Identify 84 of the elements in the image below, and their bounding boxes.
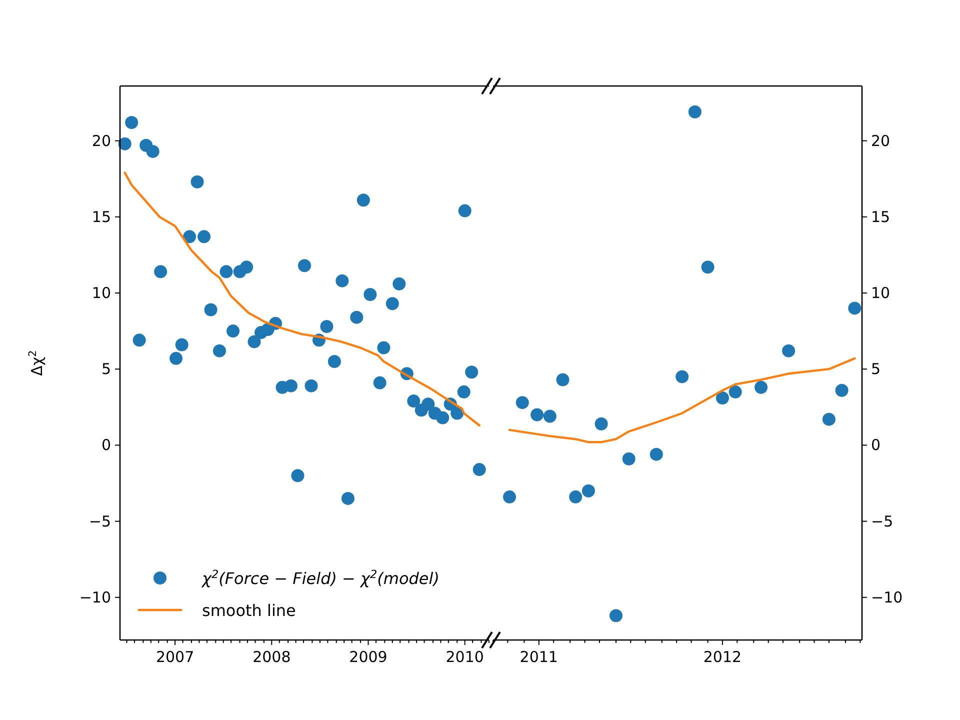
x-tick-label: 2012 xyxy=(703,648,742,666)
point xyxy=(132,334,146,347)
line-series xyxy=(508,357,856,444)
point xyxy=(457,385,470,398)
point xyxy=(676,370,689,384)
point xyxy=(610,609,622,622)
point xyxy=(386,297,399,310)
y2-tick-label: 20 xyxy=(871,132,890,150)
point xyxy=(701,260,714,274)
point xyxy=(392,277,406,290)
point xyxy=(146,144,160,158)
y2-tick-label: −5 xyxy=(871,512,894,530)
y-tick-label: −10 xyxy=(79,588,111,606)
y-tick-label: −5 xyxy=(88,512,111,530)
y2-tick-label: 10 xyxy=(871,284,890,302)
point xyxy=(328,354,341,368)
point xyxy=(341,492,354,505)
y-tick-label: 0 xyxy=(101,436,111,454)
point xyxy=(298,259,311,272)
point xyxy=(377,341,390,354)
y2-tick-label: −10 xyxy=(871,588,903,606)
point xyxy=(530,408,544,422)
legend-label: smooth line xyxy=(202,601,296,620)
point xyxy=(118,137,132,150)
point xyxy=(291,469,304,482)
point xyxy=(450,406,464,420)
point xyxy=(320,320,334,333)
point xyxy=(516,396,529,410)
point xyxy=(543,410,556,423)
point xyxy=(356,194,370,207)
y2-tick-label: 5 xyxy=(871,360,881,378)
point xyxy=(183,230,196,244)
point xyxy=(582,484,595,498)
point xyxy=(336,274,349,288)
point xyxy=(248,335,261,348)
point xyxy=(556,373,570,386)
point xyxy=(240,260,254,274)
point xyxy=(650,448,663,461)
y-tick-label: 5 xyxy=(101,360,111,378)
point xyxy=(407,394,420,408)
point xyxy=(848,302,862,315)
point xyxy=(350,310,364,324)
y-tick-label: 20 xyxy=(92,132,111,150)
point xyxy=(622,452,636,466)
point xyxy=(190,175,204,188)
point xyxy=(716,392,729,404)
point xyxy=(198,230,211,244)
point xyxy=(154,265,168,278)
x-tick-label: 2009 xyxy=(349,648,388,666)
y-tick-label: 10 xyxy=(92,284,111,302)
point xyxy=(364,288,377,301)
point xyxy=(688,105,702,118)
point xyxy=(204,303,218,316)
x-tick-label: 2007 xyxy=(156,648,194,666)
y2-tick-label: 0 xyxy=(871,436,881,454)
point xyxy=(782,344,796,358)
point xyxy=(503,490,516,504)
point xyxy=(284,379,298,392)
point xyxy=(220,265,233,278)
point xyxy=(458,204,472,218)
x-tick-label: 2011 xyxy=(520,648,558,666)
point xyxy=(754,380,768,394)
legend-label: χ$^{2}$(Force − Field) − χ$^{2}$(model) xyxy=(201,568,440,588)
point xyxy=(594,417,608,430)
point xyxy=(304,379,318,392)
y2-tick-label: 15 xyxy=(871,208,890,226)
point xyxy=(226,324,240,338)
point xyxy=(436,411,450,424)
point xyxy=(373,376,386,390)
point xyxy=(125,116,138,130)
point xyxy=(822,412,836,426)
point xyxy=(472,463,486,476)
point xyxy=(175,338,188,352)
line-series xyxy=(124,172,480,426)
point xyxy=(835,384,848,397)
point xyxy=(422,398,435,411)
point xyxy=(569,490,582,504)
y-tick-label: 15 xyxy=(92,208,111,226)
point xyxy=(212,344,226,358)
point xyxy=(465,366,478,379)
x-tick-label: 2008 xyxy=(252,648,291,666)
x-tick-label: 2010 xyxy=(446,648,484,666)
point xyxy=(170,352,183,365)
point xyxy=(728,385,742,398)
